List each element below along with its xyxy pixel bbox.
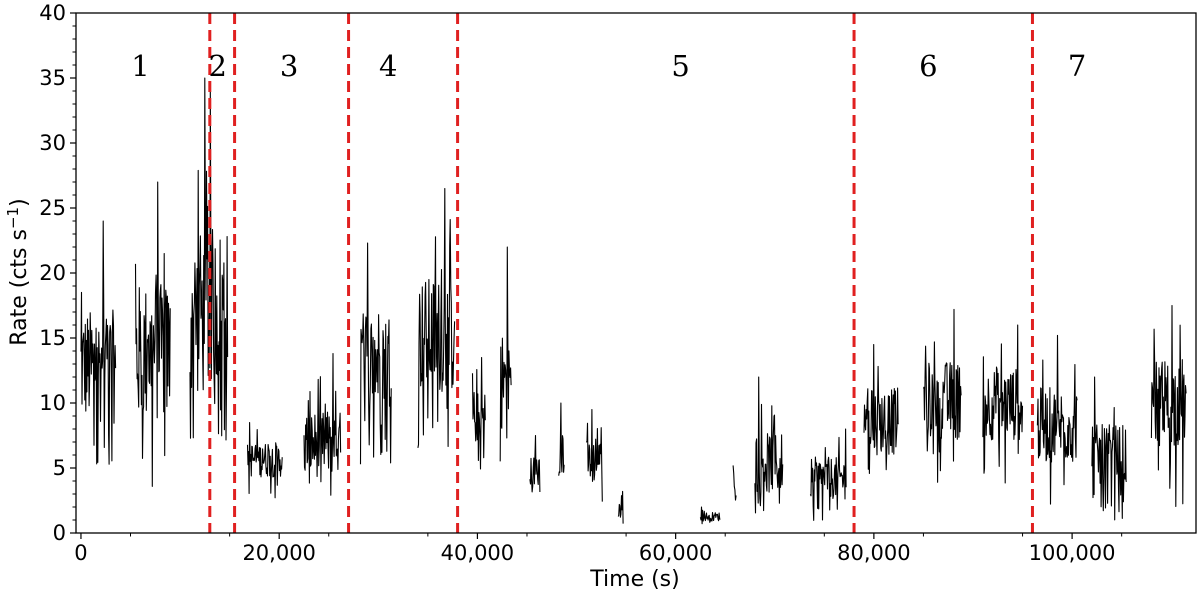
light-curve-segment [558, 402, 565, 476]
light-curve-segment [80, 220, 117, 465]
segment-label: 3 [280, 49, 298, 83]
x-tick-label: 40,000 [441, 541, 514, 565]
y-tick-label: 5 [53, 456, 66, 480]
segment-label: 1 [131, 49, 149, 83]
y-tick-label: 10 [39, 391, 66, 415]
x-axis-label: Time (s) [589, 567, 679, 592]
x-tick-label: 60,000 [639, 541, 712, 565]
light-curve-segment [982, 324, 1024, 484]
y-axis-label: Rate (cts s−1) [4, 198, 32, 345]
light-curve-segment [809, 428, 847, 521]
light-curve-segment [417, 187, 456, 448]
light-curve-segment [1036, 334, 1078, 505]
light-curve-segment [1091, 376, 1127, 521]
y-tick-label: 25 [39, 196, 66, 220]
y-tick-label: 40 [39, 1, 66, 25]
y-axis-label-superscript: −1 [4, 207, 22, 229]
light-curve-segment [585, 408, 603, 502]
segment-label: 7 [1068, 49, 1086, 83]
light-curve-segment [246, 421, 283, 499]
segment-label: 2 [209, 49, 227, 83]
light-curve-segment [617, 490, 624, 524]
segment-label: 5 [671, 49, 689, 83]
y-tick-label: 0 [53, 521, 66, 545]
light-curve-segment [922, 308, 962, 483]
plot-content [80, 77, 1187, 525]
light-curve-segment [303, 353, 342, 496]
light-curve-segment [699, 506, 721, 525]
light-curve-segment [754, 376, 784, 514]
segment-dividers [208, 13, 1034, 533]
y-tick-label: 20 [39, 261, 66, 285]
light-curve-segment [359, 242, 392, 465]
light-curve-segment [189, 77, 211, 439]
x-tick-label: 80,000 [837, 541, 910, 565]
light-curve-segment [863, 343, 899, 475]
light-curve-segment [1150, 304, 1187, 508]
light-curve-segment [499, 246, 512, 462]
x-axis: 0 20,000 40,000 60,000 80,000 100,000 [74, 533, 1123, 565]
y-axis: 0 5 10 15 20 25 30 35 40 [39, 1, 76, 545]
y-axis-label-main: Rate (cts s [7, 229, 32, 346]
segment-label: 6 [919, 49, 937, 83]
x-tick-label: 20,000 [242, 541, 315, 565]
y-tick-label: 30 [39, 131, 66, 155]
segment-label: 4 [379, 49, 397, 83]
light-curve-segment [134, 181, 171, 487]
light-curve-segment [209, 83, 229, 441]
x-tick-label: 0 [74, 541, 87, 565]
y-tick-label: 15 [39, 326, 66, 350]
segment-labels: 1 2 3 4 5 6 7 [131, 49, 1086, 83]
y-axis-label-close: ) [7, 198, 32, 207]
light-curve-segment [471, 356, 486, 470]
x-tick-label: 100,000 [1029, 541, 1116, 565]
light-curve-segment [529, 434, 541, 493]
light-curve-segment [732, 465, 737, 501]
y-tick-label: 35 [39, 66, 66, 90]
